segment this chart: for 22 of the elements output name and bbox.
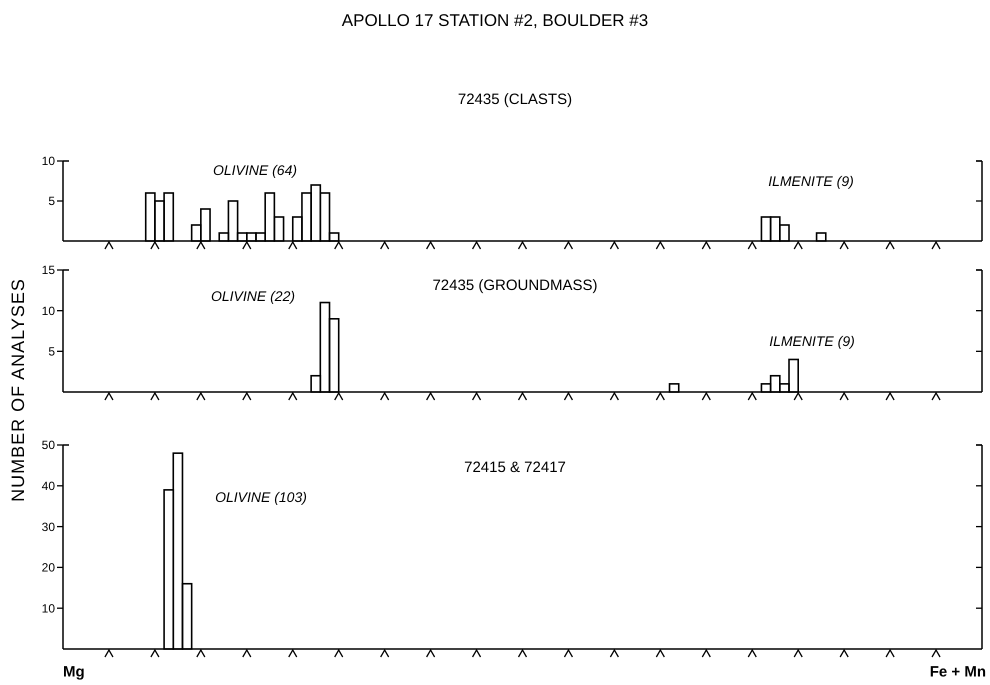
y-tick-label: 10 — [42, 154, 56, 168]
y-axis-title: NUMBER OF ANALYSES — [8, 278, 28, 502]
text: 72435 (GROUNDMASS) — [432, 277, 598, 294]
y-tick-label: 50 — [42, 438, 56, 452]
annotation: ILMENITE (9) — [769, 332, 855, 349]
annotation: ILMENITE (9) — [768, 172, 854, 189]
y-tick-label: 20 — [42, 560, 56, 575]
annotation: OLIVINE (64) — [212, 162, 298, 178]
y-tick-label: 5 — [48, 344, 56, 359]
text: Mg — [63, 663, 85, 680]
annotation: OLIVINE (103) — [215, 488, 307, 505]
y-tick-label: 15 — [42, 263, 56, 278]
chart-subtitle: 72435 (CLASTS) — [458, 91, 572, 108]
y-tick-label: 10 — [42, 601, 56, 616]
text: 72415 & 72417 — [464, 459, 566, 476]
chart-title: APOLLO 17 STATION #2, BOULDER #3 — [342, 11, 648, 30]
y-tick-label: 10 — [42, 304, 56, 318]
y-tick-label: 30 — [42, 520, 56, 534]
y-tick-label: 40 — [42, 479, 56, 493]
y-tick-label: 5 — [48, 194, 56, 208]
annotation: OLIVINE (22) — [210, 288, 296, 304]
text: Fe + Mn — [930, 663, 986, 680]
